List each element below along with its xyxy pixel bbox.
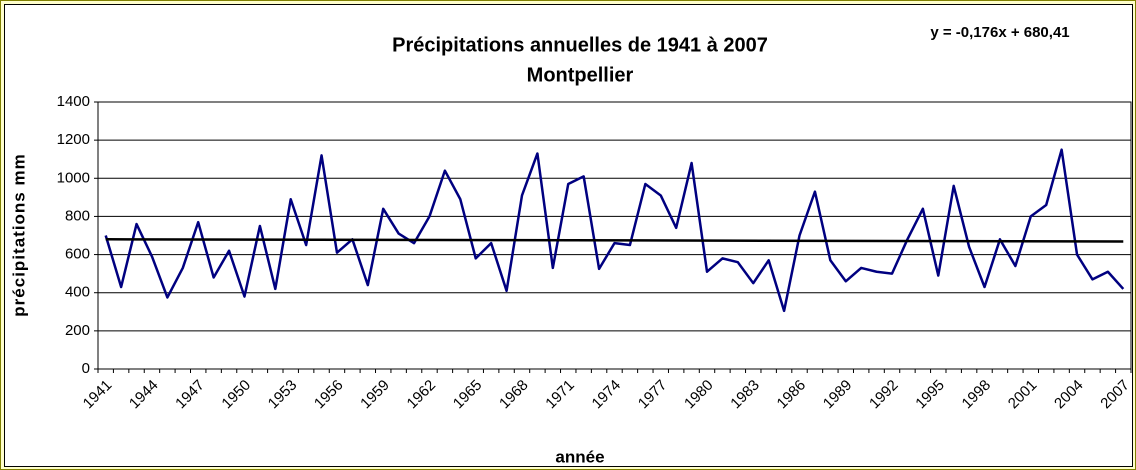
y-tick-label: 400 — [65, 284, 90, 301]
trend-equation: y = -0,176x + 680,41 — [930, 24, 1069, 41]
y-tick-label: 1400 — [57, 93, 90, 110]
y-tick-label: 800 — [65, 207, 90, 224]
plot-area — [97, 101, 1132, 370]
y-tick-label: 0 — [82, 360, 90, 377]
chart-subtitle: Montpellier — [527, 64, 634, 86]
trend-line — [105, 238, 1124, 243]
chart-title: Précipitations annuelles de 1941 à 2007 — [392, 34, 768, 56]
data-line — [104, 148, 1125, 313]
y-axis-label: précipitations mm — [9, 153, 28, 316]
y-tick-label: 1200 — [57, 131, 90, 148]
x-axis-label: année — [555, 447, 604, 466]
y-tick-label: 200 — [65, 322, 90, 339]
y-tick-label: 600 — [65, 246, 90, 263]
y-tick-label: 1000 — [57, 169, 90, 186]
